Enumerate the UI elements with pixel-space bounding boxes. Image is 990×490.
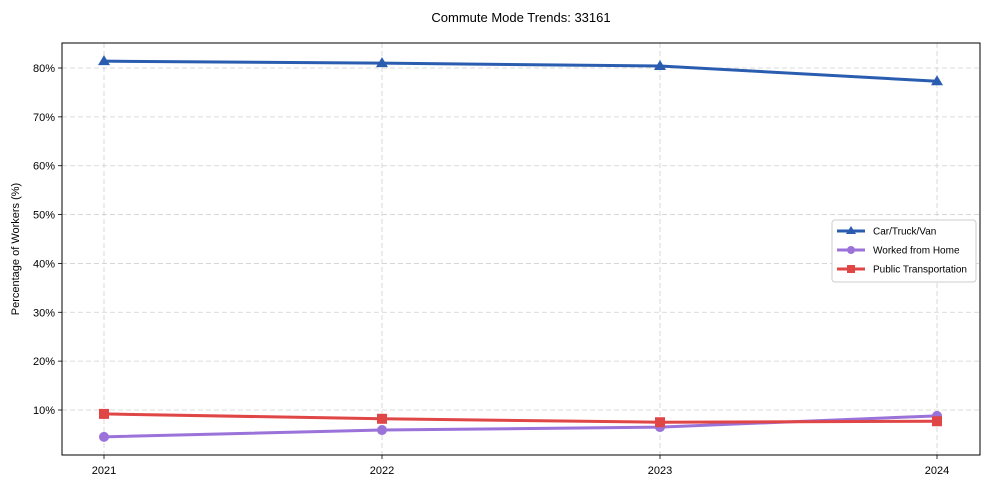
- x-tick-label: 2023: [648, 465, 672, 477]
- x-axis-ticks: 2021 2022 2023 2024: [92, 455, 949, 477]
- triangle-marker: [654, 60, 666, 71]
- triangle-marker: [931, 75, 943, 86]
- y-axis-ticks: 10% 20% 30% 40% 50% 60% 70% 80%: [33, 63, 62, 417]
- y-tick-label: 20%: [33, 356, 55, 368]
- square-marker: [847, 265, 855, 273]
- legend: Car/Truck/Van Worked from Home Public Tran…: [831, 219, 977, 283]
- legend-label: Public Transportation: [873, 265, 967, 276]
- circle-marker: [99, 431, 109, 442]
- series-public-transportation: [99, 408, 942, 428]
- legend-box: [831, 219, 977, 283]
- grid-lines: [62, 43, 980, 455]
- y-tick-label: 50%: [33, 210, 55, 222]
- legend-item: Worked from Home: [837, 246, 960, 257]
- y-tick-label: 70%: [33, 112, 55, 124]
- triangle-marker: [376, 57, 388, 68]
- x-tick-label: 2021: [92, 465, 116, 477]
- legend-label: Worked from Home: [873, 246, 960, 257]
- y-axis-label: Percentage of Workers (%): [10, 183, 22, 315]
- square-marker: [377, 413, 387, 424]
- y-tick-label: 10%: [33, 405, 55, 417]
- circle-marker: [847, 246, 855, 254]
- series-car-truck-van: [98, 55, 943, 86]
- triangle-marker: [98, 55, 110, 66]
- y-tick-label: 40%: [33, 258, 55, 270]
- legend-item: Public Transportation: [837, 265, 967, 276]
- y-tick-label: 80%: [33, 63, 55, 75]
- square-marker: [655, 417, 665, 428]
- plot-frame: [61, 42, 981, 456]
- series-lines: [98, 55, 943, 442]
- triangle-marker: [846, 226, 856, 234]
- circle-marker: [377, 425, 387, 436]
- x-tick-label: 2024: [925, 465, 949, 477]
- legend-label: Car/Truck/Van: [873, 227, 936, 238]
- y-tick-label: 60%: [33, 161, 55, 173]
- x-tick-label: 2022: [370, 465, 394, 477]
- square-marker: [932, 416, 942, 427]
- chart-title: Commute Mode Trends: 33161: [431, 10, 610, 25]
- square-marker: [99, 408, 109, 419]
- legend-item: Car/Truck/Van: [837, 226, 936, 238]
- y-tick-label: 30%: [33, 307, 55, 319]
